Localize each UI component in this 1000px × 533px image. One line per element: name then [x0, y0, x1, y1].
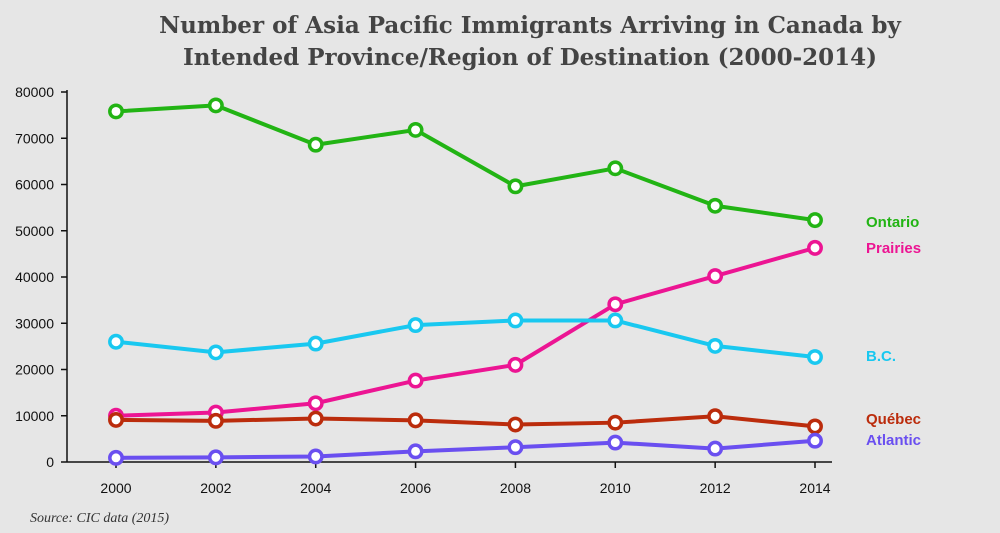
series-line-atlantic	[115, 438, 816, 460]
series-qu-bec	[108, 408, 823, 435]
data-point-qu-bec	[307, 410, 324, 427]
x-tick-label: 2000	[100, 480, 131, 496]
series-label-prairies: Prairies	[866, 240, 921, 257]
data-point-atlantic	[307, 448, 324, 465]
series-label-ontario: Ontario	[866, 214, 919, 231]
x-tick-label: 2012	[700, 480, 731, 496]
data-point-ontario	[307, 136, 324, 153]
data-point-atlantic	[407, 443, 424, 460]
series-prairies	[108, 239, 823, 424]
data-point-prairies	[507, 356, 524, 373]
y-tick-label: 40000	[15, 269, 54, 285]
chart-title-line-1: Number of Asia Pacific Immigrants Arrivi…	[159, 12, 901, 39]
x-tick-label: 2006	[400, 480, 431, 496]
data-point-ontario	[108, 103, 124, 120]
y-tick-label: 10000	[15, 408, 54, 424]
data-point-atlantic	[207, 449, 224, 466]
data-point-ontario	[407, 121, 424, 138]
chart-title-line-2: Intended Province/Region of Destination …	[183, 44, 877, 71]
data-point-prairies	[607, 296, 624, 313]
data-point-qu-bec	[507, 416, 524, 433]
data-point-qu-bec	[207, 412, 224, 429]
y-tick-label: 50000	[15, 223, 54, 239]
y-tick-label: 80000	[15, 84, 54, 100]
data-point-qu-bec	[108, 411, 124, 428]
data-point-qu-bec	[807, 418, 823, 435]
data-point-b-c	[207, 344, 224, 361]
data-point-b-c	[807, 349, 823, 365]
data-point-b-c	[707, 337, 724, 354]
data-point-qu-bec	[707, 408, 724, 425]
data-point-ontario	[707, 197, 724, 214]
series-label-qu-bec: Québec	[866, 411, 921, 428]
series-line-ontario	[115, 103, 816, 223]
series-line-b-c	[115, 318, 816, 360]
y-tick-label: 20000	[15, 362, 54, 378]
data-point-b-c	[507, 312, 524, 329]
y-tick-label: 0	[46, 454, 54, 470]
data-point-ontario	[607, 160, 624, 177]
x-tick-label: 2014	[799, 480, 830, 496]
data-point-atlantic	[807, 432, 823, 449]
data-point-prairies	[807, 239, 823, 256]
series-line-prairies	[115, 245, 816, 418]
data-point-b-c	[108, 333, 124, 350]
x-tick-label: 2010	[600, 480, 631, 496]
data-point-prairies	[307, 395, 324, 412]
data-point-ontario	[807, 212, 823, 229]
x-tick-label: 2004	[300, 480, 331, 496]
y-tick-label: 60000	[15, 177, 54, 193]
data-point-prairies	[407, 372, 424, 389]
x-tick-label: 2002	[200, 480, 231, 496]
data-point-atlantic	[607, 434, 624, 451]
series-b-c	[108, 312, 823, 365]
data-point-ontario	[207, 97, 224, 114]
data-point-qu-bec	[607, 414, 624, 431]
data-point-prairies	[707, 268, 724, 285]
series-atlantic	[108, 432, 823, 466]
data-point-atlantic	[707, 440, 724, 457]
data-point-b-c	[307, 335, 324, 352]
data-point-atlantic	[507, 439, 524, 456]
axes: 0 10000 20000 30000 40000 50000 60000 70000 8000…	[15, 84, 832, 496]
y-tick-label: 70000	[15, 130, 54, 146]
series-layer	[108, 97, 823, 466]
data-point-b-c	[607, 312, 624, 329]
data-point-qu-bec	[407, 412, 424, 429]
series-line-qu-bec	[115, 414, 816, 429]
series-label-atlantic: Atlantic	[866, 432, 921, 449]
series-labels: Ontario Prairies B.C. Québec Atlantic	[866, 214, 921, 449]
series-ontario	[108, 97, 823, 229]
data-point-b-c	[407, 317, 424, 334]
data-point-atlantic	[108, 449, 124, 466]
x-tick-label: 2008	[500, 480, 531, 496]
y-tick-label: 30000	[15, 315, 54, 331]
series-label-b-c: B.C.	[866, 348, 896, 365]
source-note: Source: CIC data (2015)	[30, 511, 169, 526]
data-point-ontario	[507, 178, 524, 195]
